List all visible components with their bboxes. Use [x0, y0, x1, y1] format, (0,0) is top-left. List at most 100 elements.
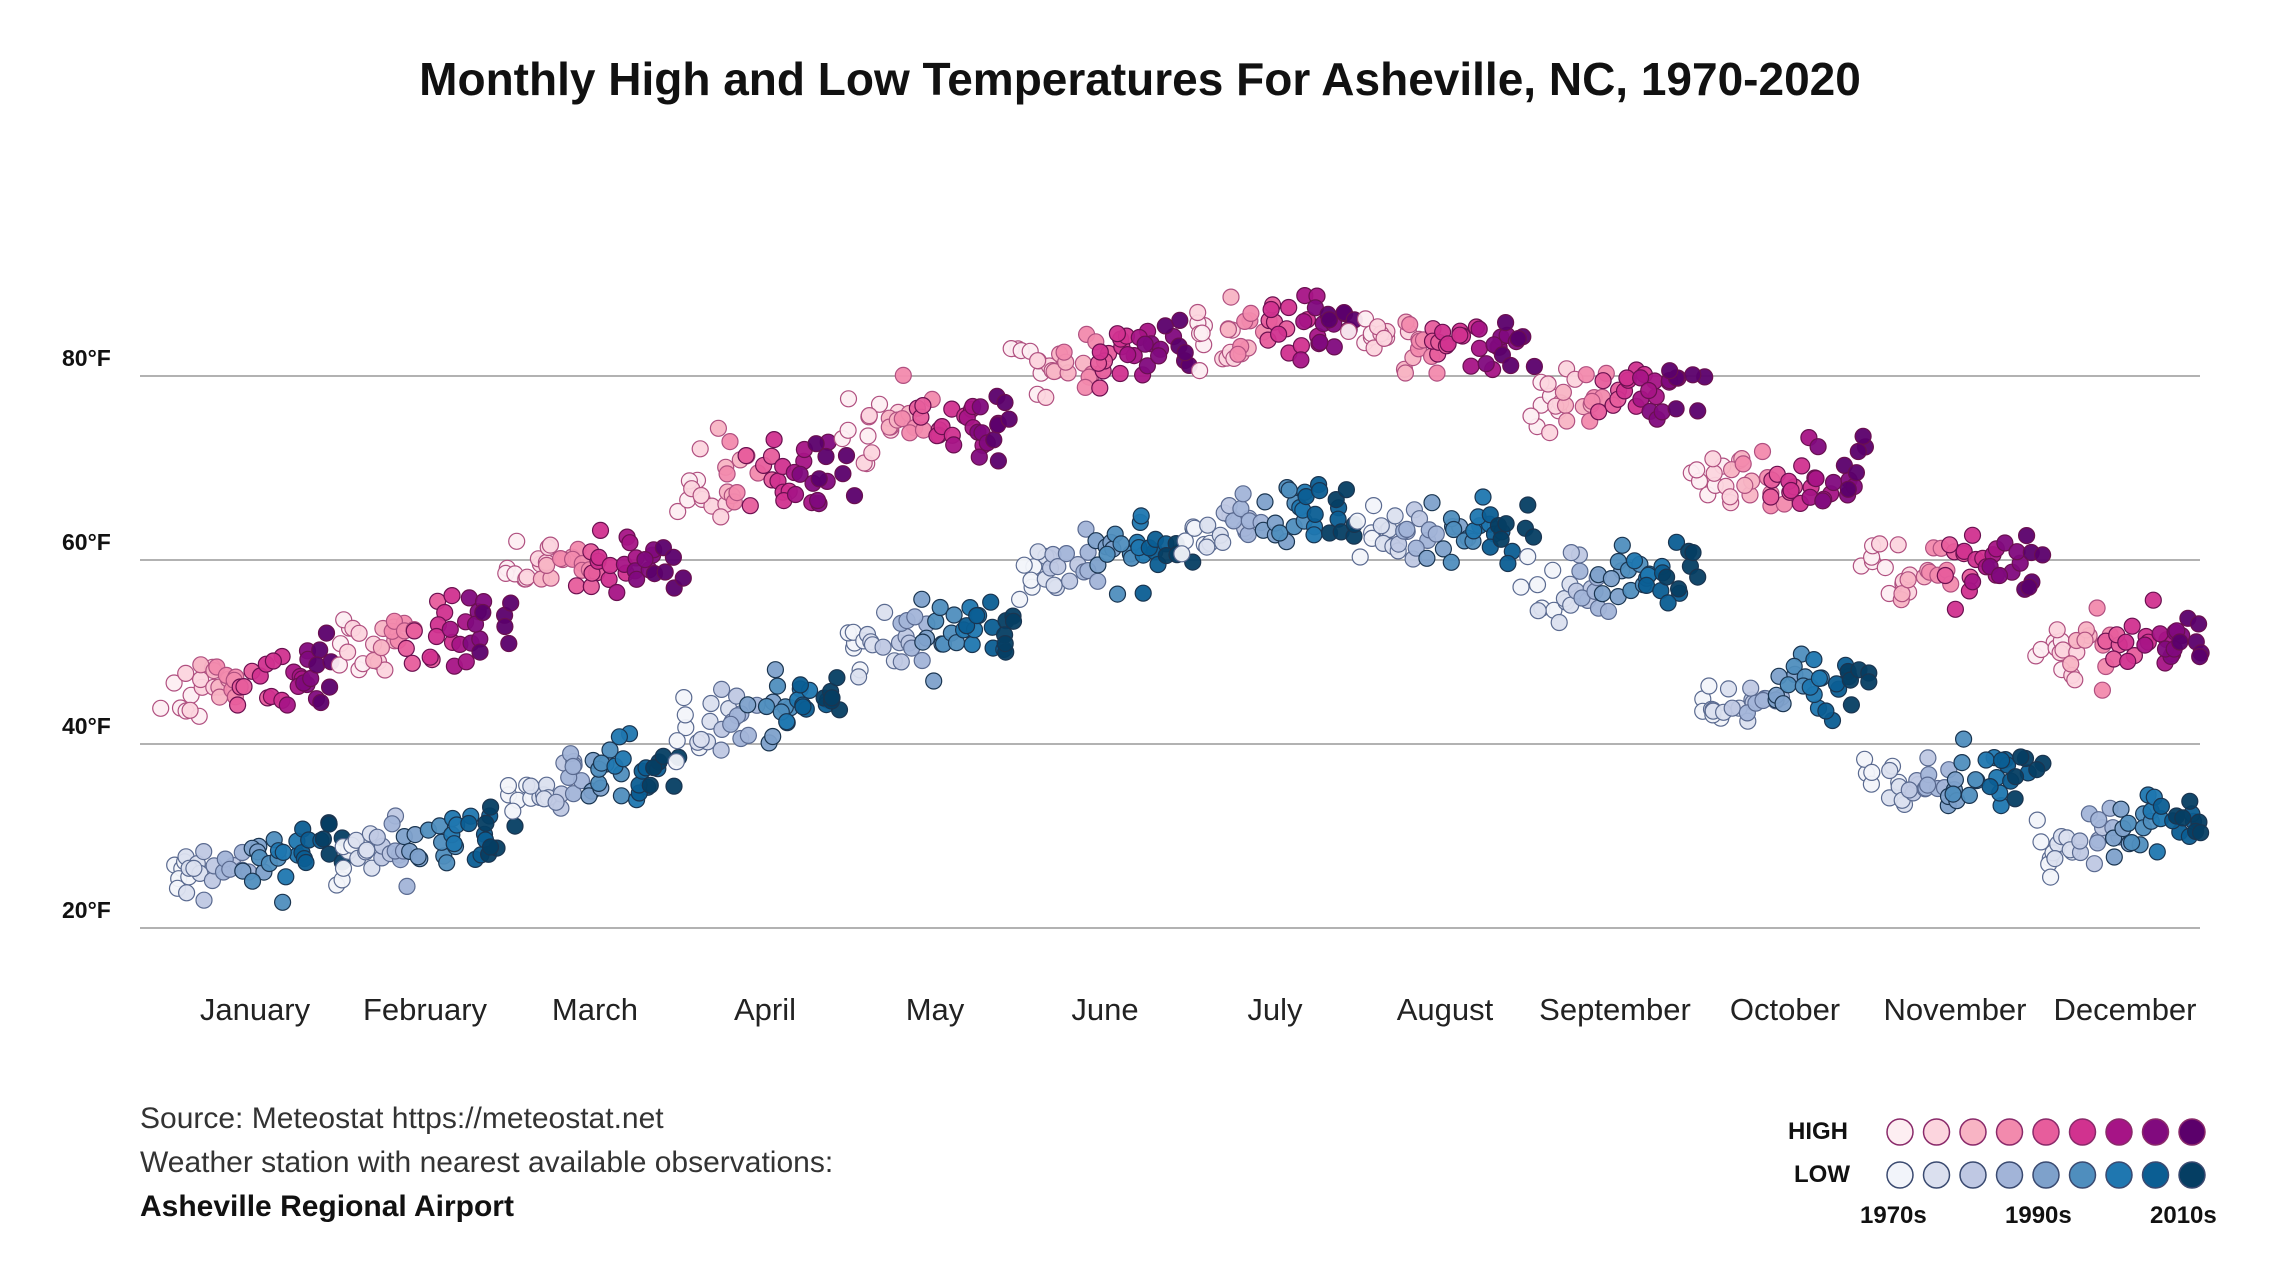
low-temp-point [739, 726, 758, 745]
legend-high-swatch [1995, 1118, 2024, 1146]
high-temp-point [1190, 362, 1209, 380]
low-temp-point [2105, 848, 2123, 866]
low-temp-point [913, 590, 931, 608]
low-temp-point [1497, 515, 1515, 533]
low-temp-point [1445, 520, 1463, 539]
low-temp-point [564, 757, 582, 776]
low-temp-point [996, 634, 1014, 653]
high-temp-point [321, 678, 339, 696]
high-temp-point [500, 634, 518, 653]
low-temp-point [983, 618, 1001, 636]
low-temp-point [1214, 533, 1232, 552]
low-temp-point [522, 777, 540, 795]
low-temp-point [1434, 540, 1453, 558]
high-temp-point [1339, 322, 1358, 340]
high-temp-point [229, 696, 247, 714]
low-temp-point [2148, 843, 2166, 861]
low-temp-point [2042, 868, 2060, 886]
low-temp-point [712, 680, 731, 699]
high-temp-point [808, 491, 827, 510]
high-temp-point [1325, 338, 1343, 356]
legend-low-swatch [2178, 1161, 2206, 1189]
low-temp-point [2085, 855, 2103, 873]
legend-high-swatch [2178, 1118, 2206, 1146]
low-temp-point [1524, 528, 1543, 546]
x-tick-label: November [1884, 992, 2027, 1027]
high-temp-point [397, 639, 415, 658]
high-temp-point [1502, 356, 1520, 375]
low-temp-point [1944, 785, 1962, 803]
low-temp-point [766, 661, 785, 679]
high-temp-point [1955, 542, 1973, 561]
high-temp-point [2076, 631, 2094, 649]
low-temp-point [1805, 650, 1823, 669]
low-temp-point [1519, 496, 1537, 514]
low-temp-point [178, 884, 196, 902]
high-temp-point [1028, 352, 1047, 370]
low-temp-point [320, 815, 338, 833]
high-temp-point [339, 643, 357, 661]
low-temp-point [1528, 576, 1547, 594]
high-temp-point [1401, 316, 1419, 334]
legend-low-swatch [1995, 1161, 2024, 1189]
low-temp-point [1625, 552, 1644, 570]
low-temp-point [1372, 517, 1390, 535]
x-tick-label: October [1730, 992, 1840, 1027]
high-temp-point [2144, 591, 2162, 609]
high-temp-point [2017, 526, 2036, 545]
low-temp-point [277, 868, 295, 886]
low-temp-point [692, 730, 710, 749]
high-temp-point [893, 410, 911, 428]
high-temp-point [471, 643, 489, 661]
low-temp-point [438, 854, 456, 872]
high-temp-point [1688, 461, 1706, 479]
high-temp-point [741, 497, 759, 515]
high-temp-point [2088, 599, 2106, 617]
x-tick-label: January [200, 992, 311, 1027]
high-temp-point [1311, 333, 1329, 351]
low-temp-point [1108, 585, 1127, 603]
legend-swatches [1886, 1118, 2206, 1189]
legend-low-swatch [2068, 1161, 2097, 1189]
low-temp-point [274, 893, 292, 911]
high-temp-point [1839, 480, 1857, 498]
high-temp-point [1889, 536, 1907, 554]
low-temp-point [1256, 493, 1274, 511]
high-temp-point [971, 398, 989, 416]
high-temp-point [674, 569, 692, 587]
x-tick-label: December [2054, 992, 2197, 1027]
high-temp-point [817, 447, 835, 466]
low-temp-point [358, 841, 376, 859]
low-temp-point [1785, 657, 1803, 676]
low-temp-point [612, 787, 631, 805]
high-temp-point [1594, 372, 1612, 390]
low-temp-point [1306, 505, 1324, 524]
low-temp-point [1529, 602, 1547, 620]
low-temp-point [1173, 545, 1191, 563]
high-temp-point [1292, 337, 1311, 355]
low-temp-point [1817, 702, 1835, 720]
low-temp-point [823, 689, 841, 707]
station-name: Asheville Regional Airport [140, 1190, 514, 1223]
low-temp-point [968, 606, 986, 625]
high-temp-point [1589, 403, 1608, 421]
low-temp-point [1719, 680, 1738, 698]
low-temp-point [2028, 811, 2046, 829]
high-temp-point [1439, 335, 1457, 353]
low-temp-point [1512, 578, 1530, 596]
high-temp-point [474, 603, 492, 622]
low-temp-point [1305, 526, 1323, 544]
high-temp-point [1689, 402, 1707, 420]
high-temp-point [810, 470, 828, 488]
high-temp-point [1171, 311, 1189, 329]
low-temp-point [2006, 768, 2025, 786]
low-temp-point [874, 638, 892, 656]
low-temp-point [499, 776, 517, 795]
high-temp-point [863, 444, 881, 462]
high-temp-point [2008, 543, 2026, 561]
low-temp-point [1049, 557, 1067, 576]
x-tick-label: June [1071, 992, 1138, 1027]
low-temp-point [892, 653, 910, 671]
low-temp-point [2119, 814, 2137, 832]
high-temp-point [1854, 427, 1872, 445]
